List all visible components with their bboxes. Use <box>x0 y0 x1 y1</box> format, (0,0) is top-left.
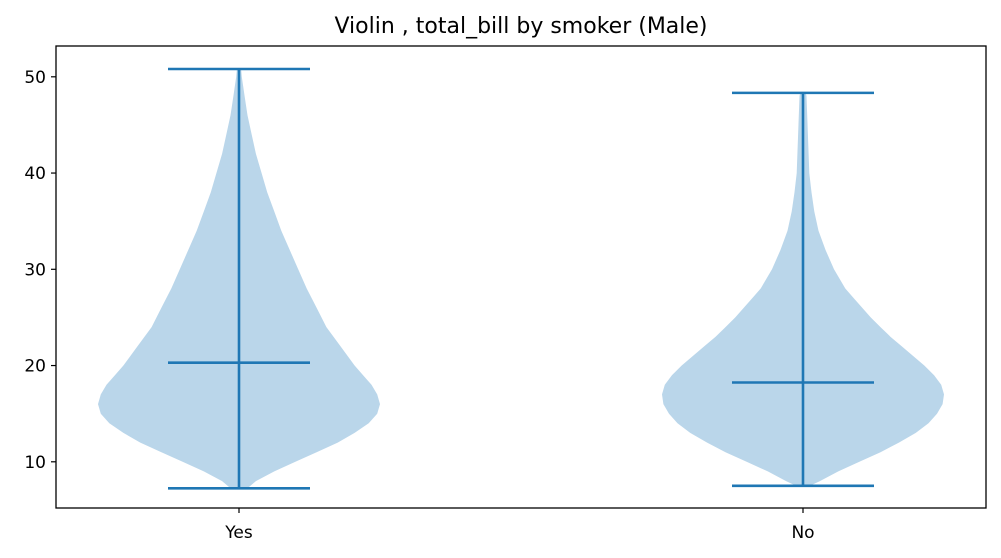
axes-frame <box>55 45 987 509</box>
x-tick-label: No <box>791 523 814 543</box>
chart-title: Violin , total_bill by smoker (Male) <box>334 14 707 39</box>
x-tick-label: Yes <box>224 523 253 543</box>
y-tick-label: 10 <box>24 453 46 473</box>
plot-area <box>98 67 944 490</box>
y-tick-label: 20 <box>24 357 46 377</box>
y-axis: 10 20 30 40 50 <box>24 68 56 473</box>
y-tick-label: 30 <box>24 260 46 280</box>
x-axis: Yes No <box>224 508 815 543</box>
y-tick-label: 50 <box>24 68 46 88</box>
y-tick-label: 40 <box>24 164 46 184</box>
